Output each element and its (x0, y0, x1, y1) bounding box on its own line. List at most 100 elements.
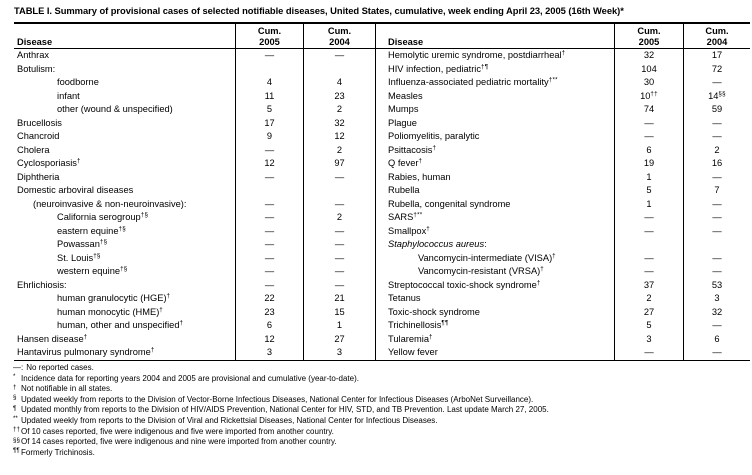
footnote-text: Not notifiable in all states. (21, 384, 113, 394)
footnote-text: Of 14 cases reported, five were indigeno… (21, 437, 337, 447)
value-cell: — (303, 197, 375, 211)
value-cell: — (614, 116, 683, 130)
disease-name-cell: Hansen disease† (17, 333, 88, 344)
value-cell: 6 (614, 143, 683, 157)
table-header-row: Disease Cum. 2005 Cum. 2004 Disease Cum.… (14, 24, 750, 49)
cum-label: Cum. (705, 26, 729, 36)
value-cell: — (683, 170, 750, 184)
footnote-marker: †§ (99, 238, 108, 246)
footnote-marker: † (159, 306, 164, 313)
footnote-line: —: No reported cases. (13, 363, 748, 374)
disease-name-cell: Rubella, congenital syndrome (375, 197, 614, 211)
disease-name-cell: Q fever† (375, 157, 614, 171)
value-cell: 5 (614, 319, 683, 333)
value-cell: — (683, 346, 750, 360)
disease-name-cell: Smallpox† (375, 224, 614, 238)
footnote-text: Updated monthly from reports to the Divi… (21, 405, 549, 415)
value-cell: — (235, 143, 303, 157)
value-cell: 30 (614, 76, 683, 90)
value-cell: — (683, 224, 750, 238)
column-header-cum-2004-left: Cum. 2004 (303, 24, 375, 48)
value-cell: — (614, 251, 683, 265)
footnote-text: Incidence data for reporting years 2004 … (21, 373, 359, 383)
disease-header-label: Disease (388, 37, 424, 47)
footnote-line: ††Of 10 cases reported, five were indige… (13, 426, 334, 436)
table-title: TABLE I. Summary of provisional cases of… (14, 5, 624, 16)
disease-name-cell: Cyclosporiasis† (17, 157, 81, 168)
footnote-line: ¶¶Formerly Trichinosis. (13, 447, 95, 457)
cum-label: Cum. (257, 26, 282, 36)
disease-name-cell: California serogroup†§ (57, 211, 149, 222)
disease-name-cell: Chancroid (17, 131, 60, 141)
value-cell (614, 238, 683, 252)
disease-name-cell: Measles (375, 89, 614, 103)
disease-name-cell: Yellow fever (375, 346, 614, 360)
value-cell: 15 (303, 305, 375, 319)
value-cell: 4 (303, 76, 375, 90)
value-cell: — (683, 130, 750, 144)
value-cell: 72 (683, 62, 750, 76)
disease-name-cell: Tetanus (375, 292, 614, 306)
cum-label: Cum. (327, 26, 352, 36)
footnote-line: ¶ Updated monthly from reports to the Div… (13, 404, 549, 415)
value-cell: 59 (683, 103, 750, 117)
column-header-cum-2005-left: Cum. 2005 (235, 24, 303, 48)
value-cell: — (683, 116, 750, 130)
value-cell (235, 184, 303, 198)
disease-name-cell: Anthrax (17, 50, 50, 60)
footnote-marker: †¶ (481, 63, 489, 70)
disease-name-cell: Diphtheria (17, 171, 60, 182)
value-cell: — (683, 265, 750, 279)
disease-name-cell: Domestic arboviral diseases (17, 185, 134, 195)
value-cell: 6 (683, 332, 750, 346)
value-cell: — (614, 346, 683, 360)
value-cell: 12 (235, 332, 303, 346)
value-cell: 1 (614, 170, 683, 184)
footnotes: —: No reported cases. * Incidence data for … (13, 363, 748, 458)
value-cell: 21 (303, 292, 375, 306)
value-cell: 9 (235, 130, 303, 144)
footnote-marker: † (166, 292, 171, 300)
disease-name-cell: Toxic-shock syndrome (375, 305, 614, 319)
footnote-line: † Not notifiable in all states. (13, 383, 113, 394)
footnote-text: Updated weekly from reports to the Divis… (21, 415, 438, 425)
footnote-marker: †** (413, 211, 423, 219)
footnote-marker: † (429, 333, 433, 340)
disease-name-cell: Psittacosis† (375, 143, 614, 157)
disease-name-cell: western equine†§ (57, 265, 128, 276)
disease-name-cell: Ehrlichiosis: (17, 279, 67, 290)
disease-name-cell: Brucellosis (17, 117, 62, 128)
footnote-line: §§Of 14 cases reported, five were indige… (13, 436, 337, 447)
disease-name-cell: Botulism: (17, 63, 56, 74)
value-cell: 17 (235, 116, 303, 130)
value-cell: 32 (303, 116, 375, 130)
value-cell: 53 (683, 278, 750, 292)
value-cell: 2 (614, 292, 683, 306)
disease-name-cell: Streptococcal toxic-shock syndrome† (375, 278, 614, 292)
disease-name-cell: Plague (375, 116, 614, 130)
value-cell: 6 (235, 319, 303, 333)
value-cell: 17 (683, 49, 750, 63)
value-cell: 2 (683, 143, 750, 157)
value-cell: — (235, 197, 303, 211)
disease-name-cell: Rabies, human (375, 170, 614, 184)
disease-name-cell: human monocytic (HME)† (57, 306, 164, 317)
footnote-marker: † (83, 333, 88, 340)
value-cell: 19 (614, 157, 683, 171)
value-cell: 3 (303, 346, 375, 360)
value-cell: 4 (235, 76, 303, 90)
footnote-marker: † (540, 265, 545, 273)
cum-label: Cum. (637, 26, 661, 36)
footnote-line: * Incidence data for reporting years 2004… (13, 373, 359, 383)
value-cell: — (235, 238, 303, 252)
footnote-marker: † (432, 144, 437, 151)
disease-name-cell: Poliomyelitis, paralytic (375, 130, 614, 144)
disease-name-cell: Hantavirus pulmonary syndrome† (17, 346, 155, 357)
footnote-marker: †† (650, 90, 658, 97)
value-cell: — (235, 211, 303, 225)
footnote-line: ** Updated weekly from reports to the Div… (13, 415, 438, 425)
value-cell: 5 (614, 184, 683, 198)
disease-name-cell: Tularemia† (375, 332, 614, 346)
footnote-marker: †§ (118, 225, 126, 232)
